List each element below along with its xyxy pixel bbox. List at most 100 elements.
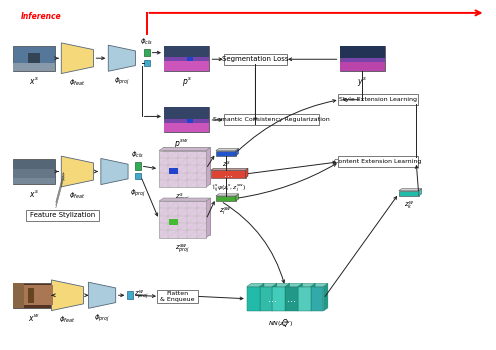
FancyBboxPatch shape (159, 201, 206, 238)
Text: $\phi_{proj}$: $\phi_{proj}$ (94, 313, 110, 324)
Polygon shape (419, 189, 422, 196)
Polygon shape (247, 284, 264, 287)
FancyBboxPatch shape (339, 46, 385, 58)
FancyBboxPatch shape (224, 54, 287, 65)
Polygon shape (206, 198, 210, 238)
Text: $\phi_{feat}$: $\phi_{feat}$ (59, 315, 76, 325)
FancyBboxPatch shape (13, 169, 55, 178)
Polygon shape (211, 168, 248, 170)
Polygon shape (52, 280, 83, 310)
Text: $x^s$: $x^s$ (29, 188, 39, 199)
Text: ...: ... (224, 169, 233, 179)
FancyBboxPatch shape (158, 290, 197, 303)
FancyBboxPatch shape (13, 178, 55, 184)
FancyBboxPatch shape (28, 288, 34, 303)
FancyBboxPatch shape (298, 287, 310, 311)
FancyBboxPatch shape (186, 119, 193, 123)
Polygon shape (108, 45, 135, 71)
Polygon shape (272, 284, 290, 287)
FancyBboxPatch shape (338, 94, 418, 105)
Text: $x^s$: $x^s$ (29, 75, 39, 86)
Text: $z^w_{proj}$: $z^w_{proj}$ (134, 289, 149, 302)
FancyBboxPatch shape (169, 219, 178, 225)
FancyBboxPatch shape (135, 173, 141, 179)
FancyBboxPatch shape (339, 62, 385, 71)
Text: $NN(z_i^{sw})$: $NN(z_i^{sw})$ (267, 320, 293, 329)
Text: Inference: Inference (20, 12, 61, 21)
FancyBboxPatch shape (159, 150, 206, 187)
FancyBboxPatch shape (224, 114, 319, 126)
Polygon shape (310, 284, 315, 311)
Text: $\phi_{cls}$: $\phi_{cls}$ (131, 150, 144, 160)
Polygon shape (216, 194, 239, 196)
FancyBboxPatch shape (26, 210, 99, 221)
Text: Style Extension Learning: Style Extension Learning (339, 97, 417, 102)
FancyBboxPatch shape (164, 46, 209, 71)
Polygon shape (62, 156, 93, 187)
Text: $\mathbb{1}_{ij}^s\psi(z_i^s, z_j^{sw})$: $\mathbb{1}_{ij}^s\psi(z_i^s, z_j^{sw})$ (211, 182, 246, 194)
FancyBboxPatch shape (13, 63, 55, 71)
FancyBboxPatch shape (247, 287, 259, 311)
FancyBboxPatch shape (310, 287, 323, 311)
Polygon shape (399, 189, 422, 191)
FancyBboxPatch shape (13, 159, 55, 184)
Text: $z^{sw}_{proj}$: $z^{sw}_{proj}$ (175, 242, 190, 256)
Polygon shape (310, 284, 328, 287)
FancyBboxPatch shape (211, 170, 246, 178)
FancyBboxPatch shape (339, 46, 385, 71)
Text: ...: ... (287, 294, 296, 304)
FancyBboxPatch shape (24, 285, 53, 305)
Polygon shape (298, 284, 303, 311)
FancyBboxPatch shape (163, 198, 210, 235)
Polygon shape (298, 284, 315, 287)
Polygon shape (159, 198, 210, 201)
FancyBboxPatch shape (163, 147, 210, 184)
Polygon shape (159, 147, 210, 150)
Polygon shape (285, 284, 290, 311)
Polygon shape (216, 148, 239, 150)
Polygon shape (206, 147, 210, 187)
FancyBboxPatch shape (186, 57, 193, 61)
FancyBboxPatch shape (13, 283, 55, 308)
Text: $p^{sw}$: $p^{sw}$ (175, 136, 189, 150)
Text: Segmentation Loss: Segmentation Loss (222, 56, 289, 62)
FancyBboxPatch shape (144, 49, 150, 56)
Text: $\phi_{feat}$: $\phi_{feat}$ (69, 191, 86, 201)
Text: $Q$: $Q$ (281, 317, 289, 329)
FancyBboxPatch shape (259, 287, 272, 311)
FancyBboxPatch shape (127, 292, 133, 299)
Text: $\phi_{proj}$: $\phi_{proj}$ (130, 188, 146, 199)
Polygon shape (323, 284, 328, 311)
Polygon shape (246, 168, 248, 178)
Text: $y^s$: $y^s$ (357, 75, 367, 88)
FancyBboxPatch shape (135, 162, 141, 170)
Text: $\phi_{cls}$: $\phi_{cls}$ (140, 37, 153, 47)
Text: $p^s$: $p^s$ (182, 75, 191, 88)
Text: Flatten
& Enqueue: Flatten & Enqueue (160, 291, 195, 302)
Polygon shape (88, 282, 116, 308)
Polygon shape (62, 43, 93, 74)
FancyBboxPatch shape (164, 107, 209, 132)
Text: Semantic Consistency Regularization: Semantic Consistency Regularization (213, 117, 330, 122)
Polygon shape (101, 159, 128, 184)
Text: $z_i^{sw}$: $z_i^{sw}$ (219, 206, 232, 218)
Text: $z^s_{proj}$: $z^s_{proj}$ (175, 192, 190, 205)
FancyBboxPatch shape (144, 60, 150, 66)
FancyBboxPatch shape (272, 287, 285, 311)
FancyBboxPatch shape (164, 46, 209, 57)
Polygon shape (272, 284, 277, 311)
FancyBboxPatch shape (338, 156, 418, 167)
Text: ...: ... (268, 294, 277, 304)
FancyBboxPatch shape (28, 53, 40, 63)
Text: $z_k^w$: $z_k^w$ (404, 201, 414, 212)
Polygon shape (285, 284, 303, 287)
Polygon shape (259, 284, 264, 311)
Polygon shape (236, 148, 239, 156)
FancyBboxPatch shape (164, 107, 209, 119)
Polygon shape (259, 284, 277, 287)
FancyBboxPatch shape (13, 283, 24, 308)
FancyBboxPatch shape (216, 150, 236, 156)
FancyBboxPatch shape (216, 196, 236, 201)
Text: Content Extension Learning: Content Extension Learning (334, 159, 422, 164)
Polygon shape (236, 194, 239, 201)
